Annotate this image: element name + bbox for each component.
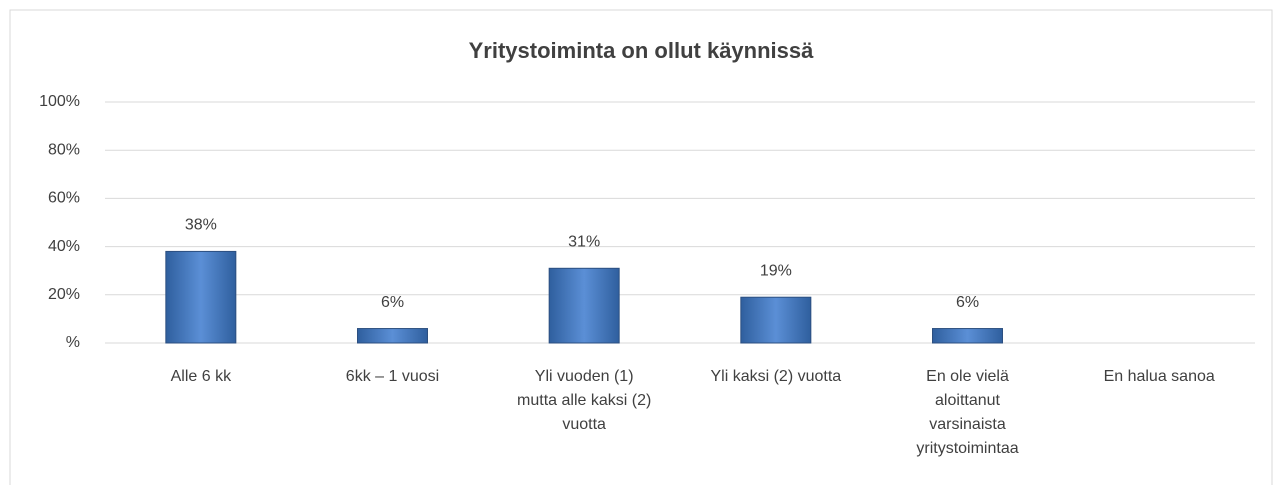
y-tick-label: 40% xyxy=(48,238,80,255)
y-tick-label: 60% xyxy=(48,190,80,207)
x-tick-label: 6kk – 1 vuosi xyxy=(346,368,439,385)
y-tick-label: 80% xyxy=(48,141,80,158)
data-label: 19% xyxy=(760,262,792,279)
data-label: 6% xyxy=(381,294,404,311)
bar xyxy=(357,328,428,344)
bar xyxy=(548,267,620,344)
x-tick-label: Yli vuoden (1) mutta alle kaksi (2) vuotta xyxy=(517,368,651,433)
data-label: 6% xyxy=(956,294,979,311)
y-tick-label: % xyxy=(66,334,80,351)
x-tick-label: Yli kaksi (2) vuotta xyxy=(710,368,841,385)
data-label: 38% xyxy=(185,217,217,234)
x-tick-label: Alle 6 kk xyxy=(171,368,232,385)
bar xyxy=(932,328,1003,344)
chart-frame xyxy=(9,9,1273,485)
x-tick-label: En halua sanoa xyxy=(1104,368,1215,385)
data-label: 31% xyxy=(568,234,600,251)
y-tick-label: 20% xyxy=(48,286,80,303)
chart-title: Yritystoiminta on ollut käynnissä xyxy=(469,38,815,63)
x-tick-label: En ole vielä aloittanut varsinaista yrityst… xyxy=(916,368,1018,457)
bar xyxy=(165,250,237,344)
bar xyxy=(740,296,812,344)
y-tick-label: 100% xyxy=(39,93,80,110)
